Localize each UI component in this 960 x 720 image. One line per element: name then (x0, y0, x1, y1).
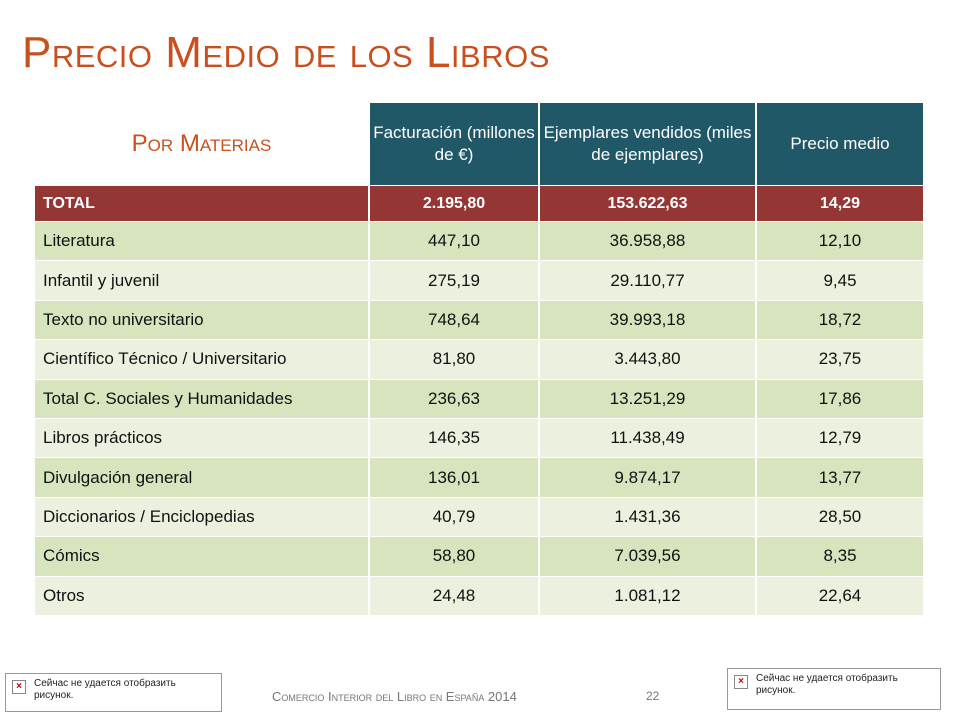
table-cell: 7.039,56 (540, 537, 757, 577)
table-row: Divulgación general 136,01 9.874,17 13,77 (35, 458, 925, 498)
image-placeholder: × Сейчас не удается отобразить рисунок. (727, 668, 941, 710)
table-cell: 2.195,80 (370, 186, 540, 222)
table-cell: 12,79 (757, 419, 925, 459)
table-cell: 18,72 (757, 300, 925, 341)
table-cell: 9.874,17 (540, 458, 757, 498)
table-cell: 447,10 (370, 222, 540, 262)
table-row: Total C. Sociales y Humanidades 236,63 13.… (35, 379, 925, 419)
page-number: 22 (646, 689, 660, 703)
table-cell: Ejemplares vendidos (miles de ejemplares… (540, 103, 757, 186)
table-cell: 81,80 (370, 340, 540, 380)
table-cell: Total C. Sociales y Humanidades (35, 379, 370, 419)
table-cell: 146,35 (370, 419, 540, 459)
table-cell: 1.081,12 (540, 576, 757, 616)
table-cell: TOTAL (35, 186, 370, 222)
table-row: Infantil y juvenil 275,19 29.110,77 9,45 (35, 261, 925, 301)
placeholder-text: Сейчас не удается отобразить рисунок. (756, 673, 898, 696)
table-cell: 8,35 (757, 537, 925, 577)
table-cell: Literatura (35, 222, 370, 262)
table-cell: Por Materias (35, 103, 370, 186)
table-cell: 3.443,80 (540, 340, 757, 380)
table-cell: 748,64 (370, 300, 540, 341)
table-cell: Texto no universitario (35, 300, 370, 341)
table-cell: 23,75 (757, 340, 925, 380)
table-cell: Cómics (35, 537, 370, 577)
table-cell: 1.431,36 (540, 497, 757, 538)
table-cell: 153.622,63 (540, 186, 757, 222)
table-cell: 29.110,77 (540, 261, 757, 301)
table-cell: 40,79 (370, 497, 540, 538)
table-cell: 13.251,29 (540, 379, 757, 419)
table-row: Otros 24,48 1.081,12 22,64 (35, 576, 925, 616)
table-cell: Facturación (millones de €) (370, 103, 540, 186)
table-row: Cómics 58,80 7.039,56 8,35 (35, 537, 925, 577)
table-cell: 17,86 (757, 379, 925, 419)
table-row: Diccionarios / Enciclopedias 40,79 1.431,3… (35, 497, 925, 538)
table-cell: 13,77 (757, 458, 925, 498)
table-cell: 136,01 (370, 458, 540, 498)
footer-text: Comercio Interior del Libro en España 20… (272, 689, 517, 704)
slide-title: Precio Medio de los Libros (22, 28, 550, 77)
table-cell: 28,50 (757, 497, 925, 538)
table-cell: Infantil y juvenil (35, 261, 370, 301)
table-cell: 236,63 (370, 379, 540, 419)
table-cell: Libros prácticos (35, 419, 370, 459)
table-cell: Científico Técnico / Universitario (35, 340, 370, 380)
image-placeholder: × Сейчас не удается отобразить рисунок. (5, 673, 222, 712)
broken-icon: × (12, 680, 26, 694)
table-row: Texto no universitario 748,64 39.993,18 18,… (35, 300, 925, 341)
table-cell: Precio medio (757, 103, 925, 186)
table-cell: Otros (35, 576, 370, 616)
table-cell: 36.958,88 (540, 222, 757, 262)
table-cell: 12,10 (757, 222, 925, 262)
table-row: Científico Técnico / Universitario 81,80 3… (35, 340, 925, 380)
broken-icon: × (734, 675, 748, 689)
table-cell: 58,80 (370, 537, 540, 577)
total-row: TOTAL 2.195,80 153.622,63 14,29 (35, 186, 925, 222)
header-row: Por Materias Facturación (millones de €) E… (35, 103, 925, 186)
table-cell: 39.993,18 (540, 300, 757, 341)
placeholder-text: Сейчас не удается отобразить рисунок. (34, 678, 176, 701)
table-cell: Divulgación general (35, 458, 370, 498)
table-cell: 24,48 (370, 576, 540, 616)
table-cell: 11.438,49 (540, 419, 757, 459)
table-cell: Diccionarios / Enciclopedias (35, 497, 370, 538)
table-row: Libros prácticos 146,35 11.438,49 12,79 (35, 419, 925, 459)
table-row: Literatura 447,10 36.958,88 12,10 (35, 222, 925, 262)
table-cell: 22,64 (757, 576, 925, 616)
table-cell: 14,29 (757, 186, 925, 222)
table-cell: 275,19 (370, 261, 540, 301)
table-cell: 9,45 (757, 261, 925, 301)
